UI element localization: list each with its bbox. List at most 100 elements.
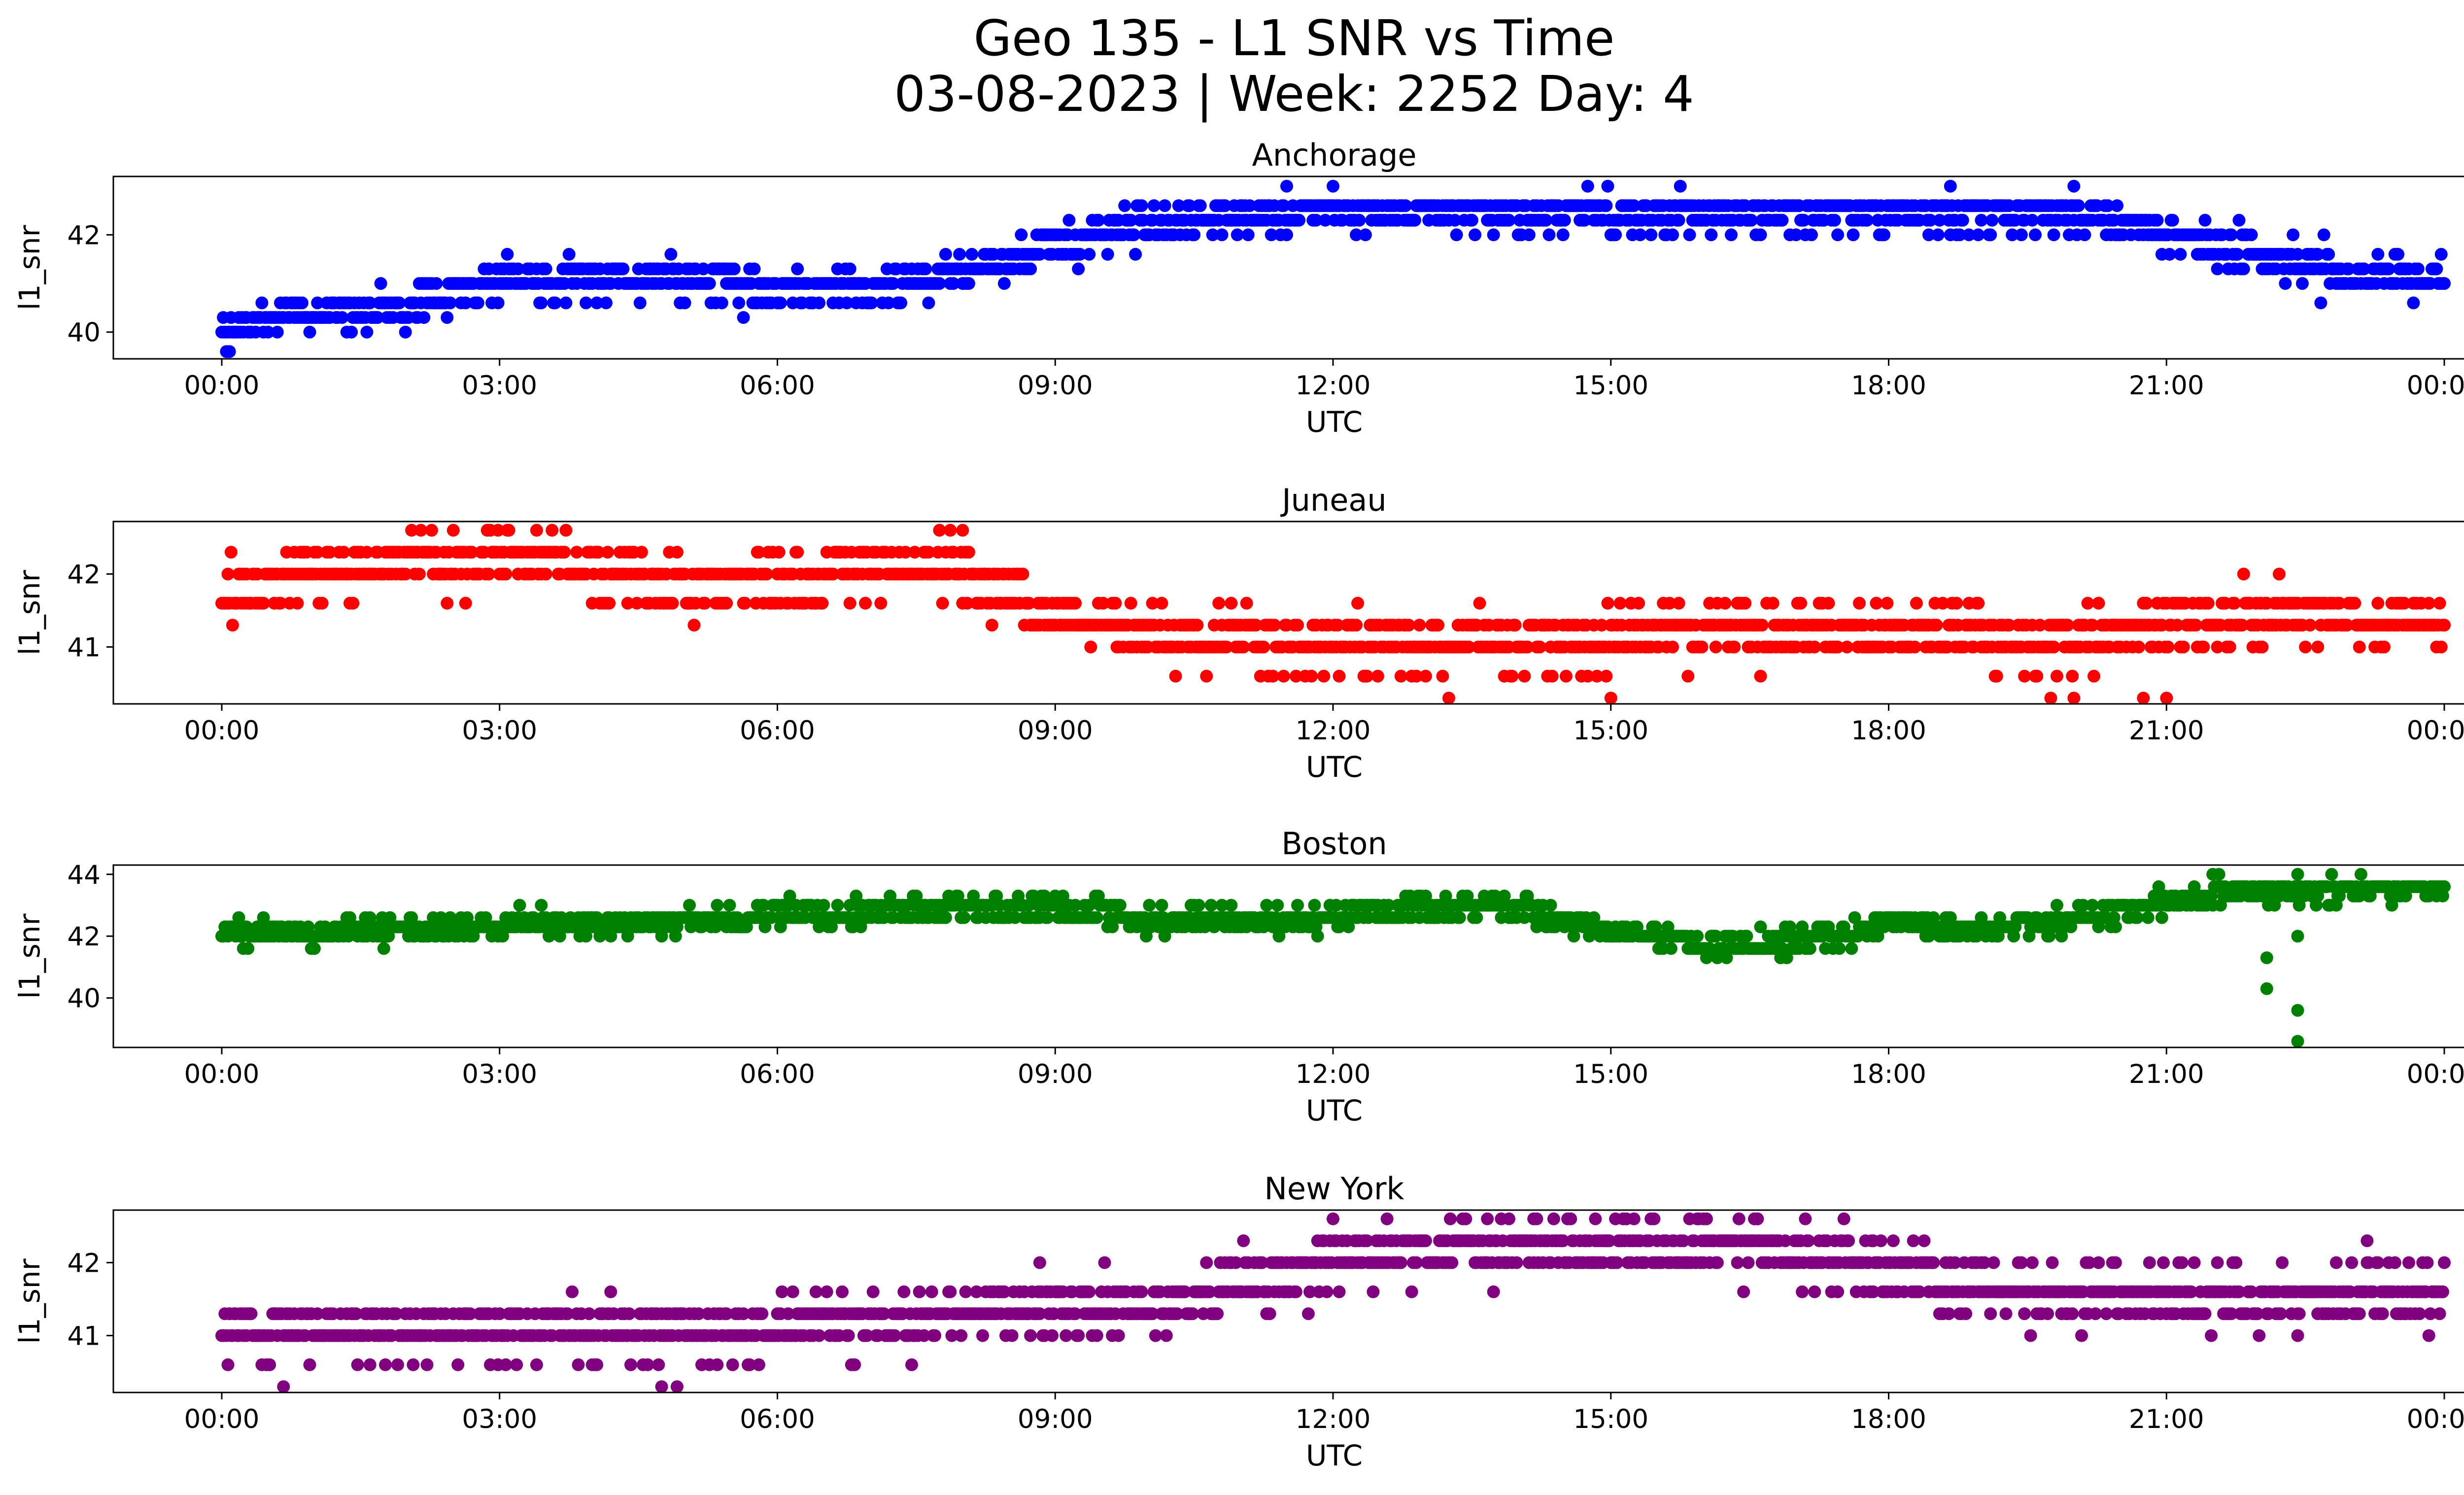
data-point (723, 899, 736, 912)
data-point (2430, 262, 2443, 276)
data-point (1930, 619, 1943, 632)
data-point (1206, 228, 1219, 242)
data-point (425, 523, 438, 537)
data-point (1293, 213, 1306, 227)
data-point (1847, 228, 1860, 242)
data-point (877, 1307, 890, 1321)
data-point (711, 899, 724, 912)
data-point (512, 262, 525, 276)
data-point (1709, 640, 1722, 654)
data-point (2322, 247, 2335, 261)
data-point (944, 523, 957, 537)
data-point (772, 546, 786, 559)
x-tick-label: 21:00 (2129, 371, 2204, 401)
data-point (752, 1358, 765, 1371)
data-point (1215, 228, 1229, 242)
data-point (1953, 228, 1966, 242)
data-point (1249, 619, 1263, 632)
data-point (997, 1285, 1011, 1298)
data-point (1330, 899, 1343, 912)
data-point (703, 277, 716, 290)
data-point (2197, 640, 2210, 654)
data-point (1831, 640, 1845, 654)
figure-title-line-1: Geo 135 - L1 SNR vs Time (974, 9, 1615, 67)
data-point (624, 1358, 637, 1371)
data-point (755, 1307, 769, 1321)
data-point (1644, 228, 1658, 242)
data-point (1990, 669, 2003, 683)
data-point (1545, 669, 1559, 683)
data-point-outlier (377, 942, 390, 955)
data-point (1360, 669, 1373, 683)
data-point (899, 546, 912, 559)
data-point (1351, 596, 1365, 610)
data-point (2272, 567, 2286, 581)
x-tick-label: 03:00 (462, 371, 537, 401)
data-point (451, 1358, 465, 1371)
data-point (1740, 930, 1753, 943)
data-point (1508, 619, 1522, 632)
data-point (499, 1358, 513, 1371)
x-tick-label: 03:00 (462, 716, 537, 746)
data-point (1371, 669, 1384, 683)
data-point (1933, 213, 1946, 227)
data-point (459, 296, 472, 310)
data-point (2002, 619, 2016, 632)
data-point (621, 596, 634, 610)
data-point (848, 1358, 861, 1371)
data-point (1069, 1307, 1082, 1321)
x-tick-label: 12:00 (1296, 371, 1371, 401)
data-point-outlier (1442, 692, 1455, 704)
data-point (670, 546, 684, 559)
data-point (1072, 1329, 1085, 1342)
data-point-outlier (2291, 1004, 2304, 1017)
data-point-outlier (2260, 982, 2273, 995)
data-point (308, 942, 321, 955)
data-point (1681, 669, 1695, 683)
data-point (346, 596, 360, 610)
data-point (1260, 899, 1273, 912)
data-point (510, 1358, 523, 1371)
data-point (1522, 228, 1536, 242)
data-point (997, 277, 1011, 290)
data-point-outlier (1581, 179, 1594, 193)
data-point (726, 1358, 739, 1371)
data-point (1718, 596, 1732, 610)
data-point (1962, 228, 1976, 242)
data-point (843, 596, 856, 610)
data-point (1666, 640, 1679, 654)
data-point-outlier (2067, 692, 2081, 704)
data-point (820, 1285, 833, 1298)
x-tick-label: 00:00 (2407, 1059, 2464, 1089)
data-point (2086, 899, 2099, 912)
data-point (1083, 899, 1096, 912)
data-point (2311, 247, 2325, 261)
data-point (412, 567, 426, 581)
data-point (826, 567, 840, 581)
data-point (417, 311, 431, 324)
data-point (2078, 228, 2091, 242)
y-tick-label: 42 (68, 922, 101, 952)
data-point (1155, 596, 1168, 610)
data-point (813, 296, 826, 310)
data-point (1664, 942, 1677, 955)
data-point (1840, 640, 1853, 654)
data-point-outlier (1674, 179, 1687, 193)
scatter-series (215, 1212, 2451, 1392)
data-point (2317, 228, 2330, 242)
data-point (1470, 911, 1483, 924)
data-point (635, 546, 648, 559)
data-point (539, 262, 552, 276)
data-point (604, 1285, 617, 1298)
data-point (1487, 228, 1500, 242)
data-point (1972, 596, 1985, 610)
data-point (1092, 213, 1105, 227)
data-point (962, 277, 975, 290)
data-point (1218, 199, 1232, 212)
data-point (1797, 213, 1811, 227)
data-point (1268, 619, 1281, 632)
data-point (363, 296, 376, 310)
data-point (374, 277, 387, 290)
data-point (1518, 669, 1531, 683)
